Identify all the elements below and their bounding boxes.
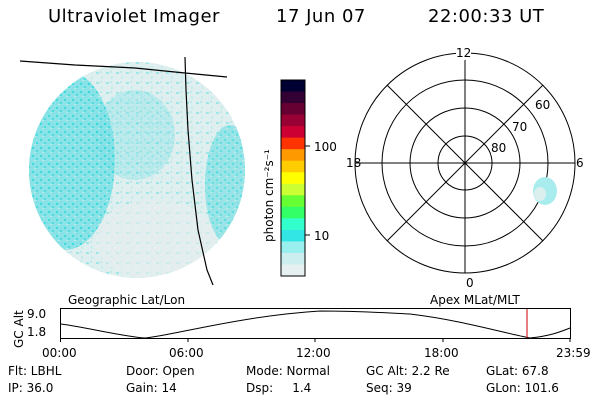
status-glon: GLon: 101.6 xyxy=(486,381,559,395)
colorbar-unit-label: photon cm⁻²s⁻¹ xyxy=(262,149,276,242)
colorbar-tick-10: 10 xyxy=(314,229,330,243)
status-mode: Mode: Normal xyxy=(246,364,330,378)
colorbar-tick-100: 100 xyxy=(314,140,337,154)
status-seq: Seq: 39 xyxy=(366,381,412,395)
colorbar-band xyxy=(281,229,305,242)
app-title: Ultraviolet Imager xyxy=(48,6,220,27)
timeline-xtick-2359: 23:59 xyxy=(556,346,591,360)
colorbar-band xyxy=(281,137,305,150)
geographic-image xyxy=(19,56,245,286)
polar-label: Apex MLat/MLT xyxy=(430,293,520,307)
colorbar-band xyxy=(281,80,305,93)
colorbar-band xyxy=(281,103,305,116)
colorbar-band xyxy=(281,264,305,277)
timeline-xtick-0000: 00:00 xyxy=(42,346,77,360)
colorbar-band xyxy=(281,126,305,139)
timeline-ylabel: GC Alt xyxy=(12,310,26,348)
colorbar-band xyxy=(281,218,305,231)
status-filter: Flt: LBHL xyxy=(8,364,62,378)
mlt-label-0: 0 xyxy=(466,276,474,290)
colorbar xyxy=(280,79,310,277)
colorbar-band xyxy=(281,252,305,265)
colorbar-band xyxy=(281,160,305,173)
timeline-xtick-1800: 18:00 xyxy=(424,346,459,360)
colorbar-band xyxy=(281,114,305,127)
colorbar-band xyxy=(281,91,305,104)
date-label: 17 Jun 07 xyxy=(276,6,366,27)
status-gc-alt: GC Alt: 2.2 Re xyxy=(366,364,450,378)
colorbar-band xyxy=(281,172,305,185)
status-gain: Gain: 14 xyxy=(126,381,177,395)
status-ip: IP: 36.0 xyxy=(8,381,54,395)
timeline-ytick-top: 9.0 xyxy=(27,307,47,321)
colorbar-band xyxy=(281,206,305,219)
geographic-label: Geographic Lat/Lon xyxy=(68,293,186,307)
polar-plot xyxy=(354,52,576,274)
colorbar-band xyxy=(281,195,305,208)
timeline-ytick-bottom: 1.8 xyxy=(27,325,47,339)
colorbar-band xyxy=(281,241,305,254)
timeline-xtick-0600: 06:00 xyxy=(169,346,204,360)
mlat-label-70: 70 xyxy=(512,120,528,134)
mlat-label-60: 60 xyxy=(535,98,551,112)
mlt-label-12: 12 xyxy=(456,46,472,60)
status-glat: GLat: 67.8 xyxy=(486,364,549,378)
mlt-label-18: 18 xyxy=(346,156,362,170)
mlt-label-6: 6 xyxy=(576,156,584,170)
timeline-xtick-1200: 12:00 xyxy=(296,346,331,360)
colorbar-band xyxy=(281,183,305,196)
altitude-timeline xyxy=(60,308,571,342)
time-label: 22:00:33 UT xyxy=(428,6,545,27)
status-door: Door: Open xyxy=(126,364,195,378)
colorbar-band xyxy=(281,149,305,162)
mlat-label-80: 80 xyxy=(491,141,507,155)
status-dsp: Dsp: 1.4 xyxy=(246,381,312,395)
